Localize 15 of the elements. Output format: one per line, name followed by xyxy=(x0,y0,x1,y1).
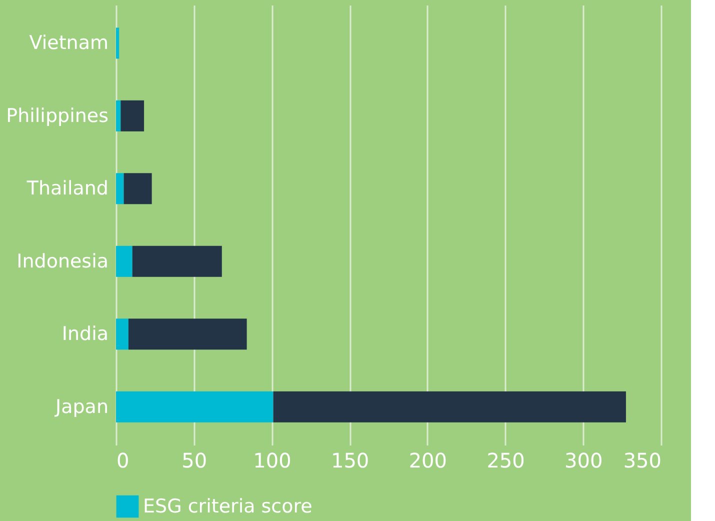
x-tick-label: 100 xyxy=(253,448,292,472)
y-tick-label: Philippines xyxy=(6,104,108,127)
y-tick-label: Japan xyxy=(54,396,108,418)
x-tick-label: 150 xyxy=(330,448,370,472)
y-tick-label: Thailand xyxy=(26,178,108,200)
x-tick-label: 50 xyxy=(182,448,208,472)
x-tick-label: 350 xyxy=(623,448,662,472)
y-tick-label: Indonesia xyxy=(16,250,108,272)
y-tick-label: Vietnam xyxy=(29,32,108,54)
x-tick-label: 300 xyxy=(564,448,603,472)
legend-label: ESG criteria score xyxy=(143,496,312,518)
x-tick-label: 0 xyxy=(116,448,130,472)
y-tick-label: India xyxy=(62,323,108,346)
x-tick-label: 250 xyxy=(486,448,525,472)
x-tick-label: 200 xyxy=(408,448,448,472)
